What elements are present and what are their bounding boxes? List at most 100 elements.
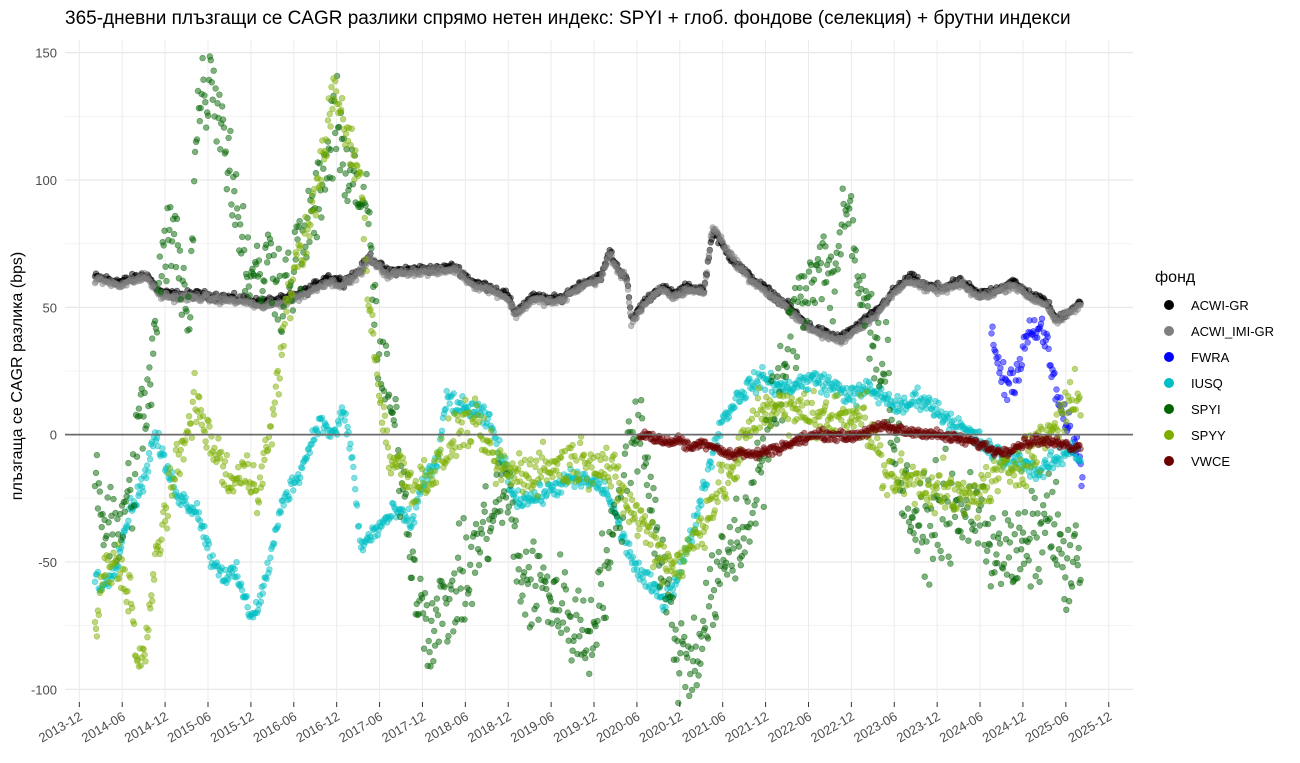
data-point (636, 560, 642, 566)
data-point (621, 485, 627, 491)
data-point (613, 474, 619, 480)
data-point (439, 428, 445, 434)
data-point (329, 84, 335, 90)
data-point (271, 412, 277, 418)
data-point (433, 480, 439, 486)
data-point (648, 542, 654, 548)
data-point (92, 619, 98, 625)
data-point (730, 568, 736, 574)
data-point (483, 483, 489, 489)
data-point (927, 523, 933, 529)
data-point (850, 398, 856, 404)
data-point (651, 485, 657, 491)
data-point (949, 471, 955, 477)
data-point (115, 541, 121, 547)
data-point (271, 541, 277, 547)
data-point (882, 379, 888, 385)
data-point (612, 452, 618, 458)
data-point (670, 595, 676, 601)
data-point (488, 427, 494, 433)
data-point (323, 137, 329, 143)
data-point (758, 470, 764, 476)
data-point (424, 602, 430, 608)
data-point (1047, 516, 1053, 522)
data-point (258, 599, 264, 605)
data-point (294, 252, 300, 258)
data-point (1002, 510, 1008, 516)
data-point (1039, 550, 1045, 556)
data-point (966, 538, 972, 544)
data-point (143, 475, 149, 481)
data-point (711, 587, 717, 593)
data-point (728, 540, 734, 546)
data-point (164, 278, 170, 284)
data-point (702, 545, 708, 551)
data-point (533, 464, 539, 470)
data-point (287, 315, 293, 321)
data-point (621, 472, 627, 478)
data-point (392, 422, 398, 428)
data-point (647, 524, 653, 530)
data-point (227, 168, 233, 174)
data-point (720, 534, 726, 540)
data-point (582, 655, 588, 661)
data-point (755, 395, 761, 401)
data-point (716, 480, 722, 486)
data-point (386, 392, 392, 398)
data-point (945, 499, 951, 505)
data-point (479, 531, 485, 537)
data-point (292, 229, 298, 235)
data-point (174, 216, 180, 222)
data-point (490, 450, 496, 456)
data-point (1033, 573, 1039, 579)
data-point (603, 615, 609, 621)
data-point (487, 440, 493, 446)
data-point (1040, 502, 1046, 508)
data-point (163, 505, 169, 511)
data-point (123, 499, 129, 505)
data-point (1034, 535, 1040, 541)
data-point (259, 296, 265, 302)
data-point (146, 627, 152, 633)
data-point (433, 607, 439, 613)
data-point (226, 135, 232, 141)
data-point (426, 638, 432, 644)
data-point (754, 497, 760, 503)
data-point (484, 536, 490, 542)
data-point (648, 474, 654, 480)
data-point (1060, 461, 1066, 467)
data-point (627, 492, 633, 498)
data-point (933, 457, 939, 463)
data-point (473, 521, 479, 527)
data-point (716, 549, 722, 555)
data-point (724, 572, 730, 578)
data-point (1006, 381, 1012, 387)
data-point (159, 273, 165, 279)
data-point (713, 615, 719, 621)
data-point (144, 463, 150, 469)
data-point (492, 458, 498, 464)
data-point (564, 627, 570, 633)
data-point (374, 372, 380, 378)
data-point (681, 559, 687, 565)
data-point (140, 489, 146, 495)
data-point (114, 555, 120, 561)
data-point (624, 279, 630, 285)
data-point (456, 521, 462, 527)
data-point (149, 336, 155, 342)
data-point (913, 391, 919, 397)
data-point (518, 599, 524, 605)
data-point (816, 267, 822, 273)
data-point (564, 298, 570, 304)
data-point (669, 622, 675, 628)
data-point (301, 258, 307, 264)
data-point (604, 445, 610, 451)
chart-title: 365-дневни плъзгащи се CAGR разлики спря… (65, 8, 1071, 29)
data-point (369, 245, 375, 251)
data-point (411, 513, 417, 519)
data-point (681, 634, 687, 640)
data-point (708, 594, 714, 600)
data-point (649, 519, 655, 525)
data-point (520, 489, 526, 495)
